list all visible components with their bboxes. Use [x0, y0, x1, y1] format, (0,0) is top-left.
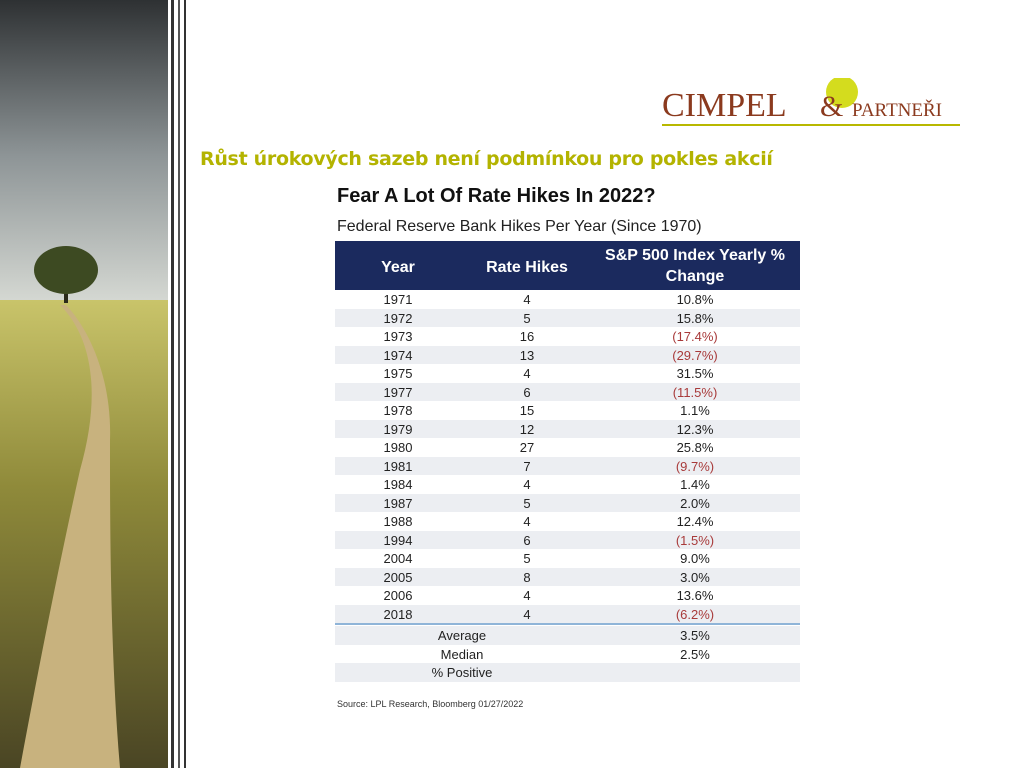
summary-label: Average	[437, 628, 487, 643]
row-stripe	[335, 493, 800, 512]
row-stripe	[335, 604, 800, 623]
summary-label: Median	[440, 646, 484, 662]
table-cell: 12.4%	[676, 514, 714, 529]
table-cell: 1974	[383, 347, 413, 363]
table-cell: 1.4%	[680, 477, 710, 492]
table-cell: 13	[519, 347, 535, 363]
table-cell: 2018	[383, 606, 413, 622]
table-cell: 1981	[383, 458, 413, 474]
table-cell: 31.5%	[676, 366, 714, 381]
row-stripe	[335, 456, 800, 475]
logo-name: CIMPEL	[662, 87, 787, 124]
row-stripe	[335, 663, 800, 682]
row-stripe	[335, 419, 800, 438]
table-cell: 6	[523, 384, 531, 400]
table-cell: 1979	[383, 421, 413, 437]
table-cell: 4	[523, 606, 531, 622]
table-cell: 12	[519, 421, 535, 437]
table-cell: 2004	[383, 551, 413, 566]
table-cell: 4	[523, 366, 531, 381]
table-cell: 4	[523, 588, 531, 603]
row-stripe	[335, 308, 800, 327]
summary-label: % Positive	[431, 665, 493, 680]
table-cell: 3.0%	[680, 569, 710, 585]
table-cell: 13.6%	[676, 588, 714, 603]
table-subtitle: Federal Reserve Bank Hikes Per Year (Sin…	[337, 218, 702, 235]
table-cell: 15.8%	[676, 310, 714, 326]
table-cell: 2.0%	[680, 495, 710, 511]
column-header: S&P 500 Index Yearly % Change	[605, 247, 785, 285]
row-stripe	[335, 567, 800, 586]
logo-suffix: PARTNEŘI	[852, 99, 942, 121]
divider	[335, 623, 800, 625]
logo: CIMPEL & PARTNEŘI	[662, 78, 960, 126]
table-cell: (17.4%)	[672, 329, 718, 344]
table-cell: 4	[523, 292, 531, 307]
table-cell: 5	[523, 495, 531, 511]
table-title: Fear A Lot Of Rate Hikes In 2022?	[337, 185, 656, 207]
table-cell: 25.8%	[676, 440, 714, 455]
table-cell: (11.5%)	[672, 384, 718, 400]
table-cell: (6.2%)	[675, 606, 715, 622]
logo-underline	[662, 124, 960, 126]
table-cell: 27	[519, 440, 535, 455]
logo-amp: &	[820, 90, 843, 123]
table-cell: 4	[523, 477, 531, 492]
table-cell: (29.7%)	[672, 347, 718, 363]
table-cell: 8	[523, 569, 531, 585]
table-cell: 2005	[383, 569, 413, 585]
table-cell: 4	[523, 514, 531, 529]
table-cell: 1994	[383, 532, 413, 548]
row-stripe	[335, 382, 800, 401]
side-photo	[0, 0, 190, 768]
header-bar	[335, 241, 800, 290]
table-cell: 5	[523, 551, 531, 566]
row-stripe	[335, 345, 800, 364]
row-stripe	[335, 626, 800, 645]
table: Fear A Lot Of Rate Hikes In 2022? Federal…	[335, 185, 800, 715]
source: Source: LPL Research, Bloomberg 01/27/20…	[337, 699, 524, 709]
table-cell: 1978	[383, 403, 413, 418]
table-cell: 12.3%	[676, 421, 714, 437]
column-header: Rate Hikes	[486, 259, 568, 276]
table-cell: 15	[519, 403, 535, 418]
table-cell: 10.8%	[676, 292, 714, 307]
table-cell: 1.1%	[680, 403, 710, 418]
column-header: Year	[381, 259, 415, 276]
table-cell: 9.0%	[680, 551, 710, 566]
table-cell: 1972	[383, 310, 413, 326]
heading: Růst úrokových sazeb není podmínkou pro …	[200, 148, 773, 170]
row-stripe	[335, 530, 800, 549]
table-cell: 5	[523, 310, 531, 326]
table-cell: 1977	[383, 384, 413, 400]
table-cell: 16	[519, 329, 535, 344]
table-cell: 1975	[383, 366, 413, 381]
table-cell: (9.7%)	[675, 458, 715, 474]
table-cell: 6	[523, 532, 531, 548]
summary-value: 2.5%	[680, 646, 710, 662]
table-cell: 2006	[383, 588, 413, 603]
table-cell: 1988	[383, 514, 413, 529]
table-cell: 7	[523, 458, 531, 474]
table-cell: 1973	[383, 329, 413, 344]
table-cell: (1.5%)	[675, 532, 715, 548]
table-cell: 1971	[383, 292, 413, 307]
table-cell: 1980	[383, 440, 413, 455]
table-cell: 1987	[383, 495, 413, 511]
summary-value: 3.5%	[680, 628, 710, 643]
table-cell: 1984	[383, 477, 413, 492]
